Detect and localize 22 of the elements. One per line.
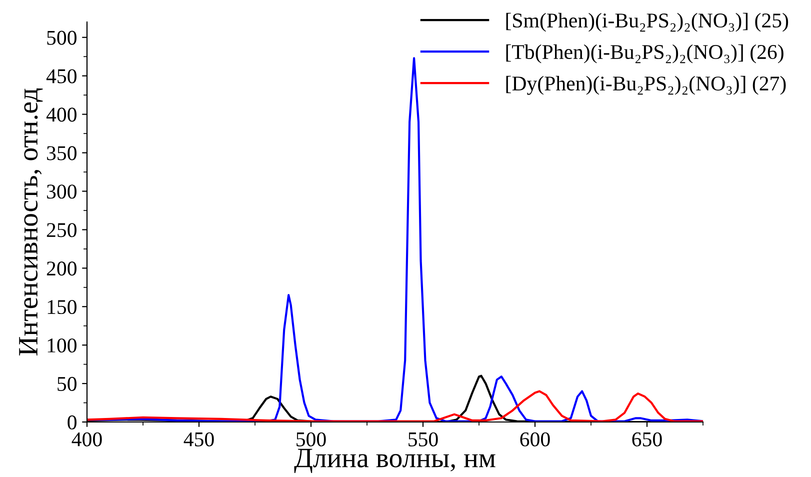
y-tick-label: 200 — [46, 262, 76, 276]
y-tick-label: 350 — [47, 146, 76, 160]
x-tick-label: 500 — [296, 432, 326, 446]
y-tick-label: 300 — [47, 184, 76, 199]
y-tick-label: 450 — [46, 69, 76, 84]
x-tick-label: 400 — [72, 432, 102, 446]
x-axis-title: Длина волны, нм — [294, 448, 496, 474]
y-tick-label: 50 — [58, 376, 76, 391]
y-axis-title: Интенсивность, отн.ед — [19, 88, 43, 356]
x-tick-label: 650 — [632, 432, 662, 446]
x-tick-label: 450 — [184, 432, 214, 446]
x-tick-label: 600 — [520, 432, 550, 446]
y-tick-label: 150 — [48, 300, 76, 314]
legend-label: [Sm(Phen)(i-Bu₂PS₂)₂(NO₃)] (25) — [506, 12, 788, 32]
y-tick-label: 250 — [46, 223, 76, 238]
legend-label: [Tb(Phen)(i-Bu₂PS₂)₂(NO₃)] (26) — [506, 44, 784, 64]
y-tick-label: 100 — [48, 338, 76, 353]
y-tick-label: 400 — [46, 108, 76, 122]
legend-label: [Dy(Phen)(i-Bu₂PS₂)₂(NO₃)] (27) — [506, 76, 786, 95]
x-tick-label: 550 — [408, 432, 438, 446]
y-tick-label: 0 — [68, 415, 76, 430]
y-tick-label: 500 — [47, 30, 76, 45]
